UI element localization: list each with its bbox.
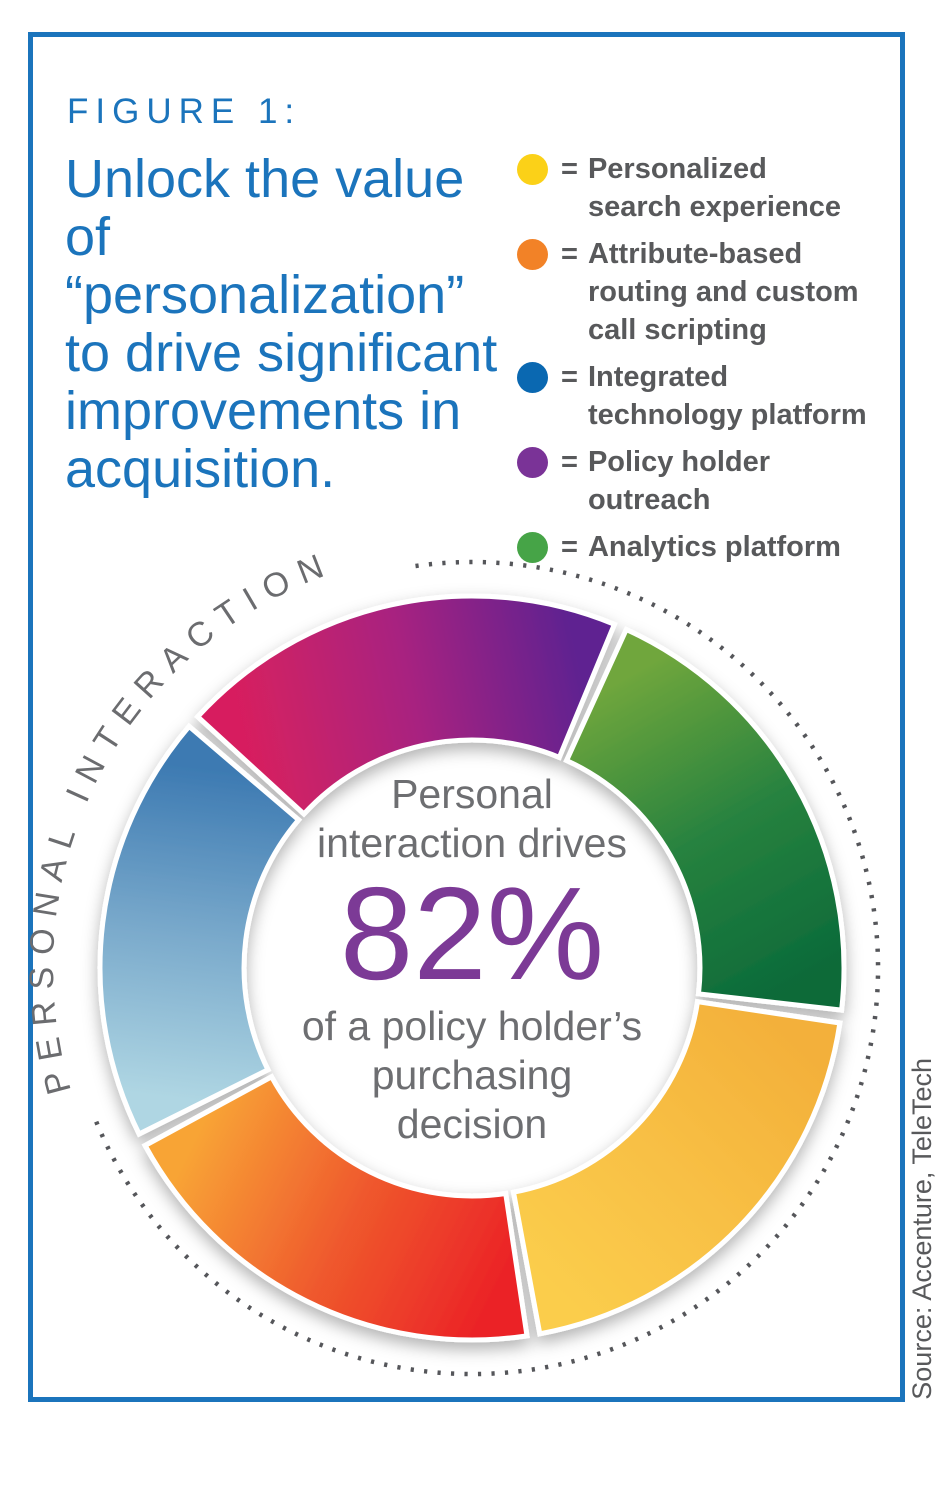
figure-label: FIGURE 1: — [67, 92, 302, 131]
legend-item: = Policy holder outreach — [517, 443, 887, 519]
center-line-top: Personal interaction drives — [317, 771, 627, 866]
legend-equals: = — [561, 361, 578, 393]
legend-item: = Attribute-based routing and custom cal… — [517, 235, 887, 349]
legend-item-label: Integrated technology platform — [587, 361, 867, 431]
legend-item-label: Analytics platform — [587, 531, 841, 563]
legend-item: = Analytics platform — [517, 528, 887, 566]
center-text: Personal interaction drives 82% of a pol… — [252, 770, 692, 1149]
center-line-bottom: of a policy holder’s purchasing decision — [301, 1003, 643, 1147]
dotted-circle — [90, 559, 881, 1377]
legend-item: = Integrated technology platform — [517, 358, 887, 434]
legend-dot-blue — [517, 362, 548, 393]
donut-segment-policy-holder-outreach — [194, 593, 618, 818]
legend-equals: = — [561, 153, 578, 185]
legend: = Personalized search experience = Attri… — [517, 150, 887, 575]
legend-equals: = — [561, 238, 578, 270]
legend-item: = Personalized search experience — [517, 150, 887, 226]
donut-segment-analytics-platform — [563, 626, 847, 1013]
donut-ring — [97, 593, 847, 1343]
legend-dot-purple — [517, 447, 548, 478]
source-note: Source: Accenture, TeleTech — [907, 1058, 937, 1400]
legend-dot-green — [517, 532, 548, 563]
donut-segment-integrated-technology-platform — [97, 722, 303, 1138]
donut-segment-attribute-based-routing-and-custom-call-scripting — [141, 1073, 530, 1343]
legend-item-label: Policy holder outreach — [587, 446, 771, 516]
legend-item-label: Attribute-based routing and custom call … — [587, 238, 859, 346]
legend-dot-yellow — [517, 154, 548, 185]
legend-item-label: Personalized search experience — [587, 153, 842, 223]
legend-equals: = — [561, 446, 578, 478]
legend-dot-orange — [517, 239, 548, 270]
legend-equals: = — [561, 531, 578, 563]
center-stat: 82% — [339, 860, 605, 1007]
donut-segment-personalized-search-experience — [510, 998, 843, 1337]
headline: Unlock the value of “personalization” to… — [65, 149, 498, 499]
